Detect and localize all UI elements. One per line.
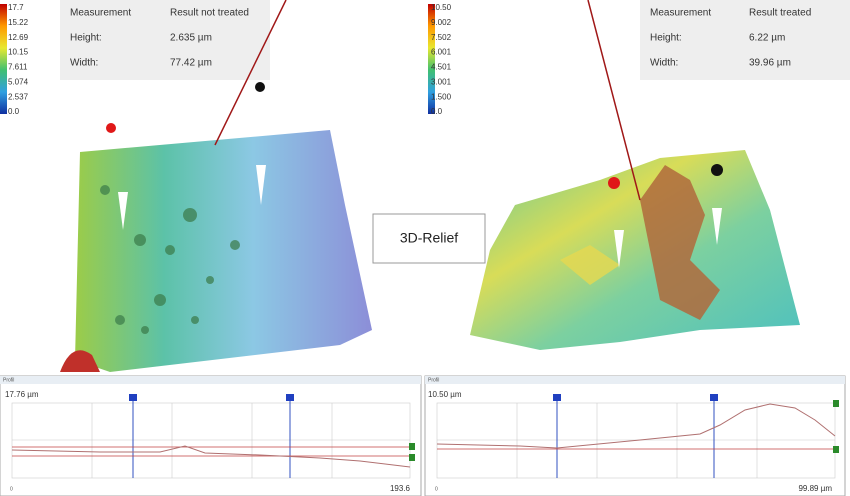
relief-texture [560,245,620,285]
cursor-handle [409,454,415,461]
arrow [256,165,266,205]
relief-peak [640,165,720,320]
table-header: Result treated [749,8,811,19]
relief-texture [100,185,240,334]
scale-label: 17.7 [8,3,24,12]
cursor-handle [833,400,839,407]
profile-xmin: 0 [435,486,438,492]
table-cell: 6.22 µm [749,33,785,44]
marker [711,164,723,176]
table-cell: 2.635 µm [170,33,212,44]
table-header: Measurement [70,8,131,19]
relief-peak [60,350,100,372]
cursor-handle [286,394,294,401]
arrow [614,230,624,268]
scale-label: 7.611 [8,63,28,72]
table-cell: Width: [650,58,678,69]
label-box [372,213,486,264]
scale-label: 3.001 [431,77,452,86]
panel-bar [425,376,845,384]
table-header: Measurement [650,8,711,19]
scale-label: 4.501 [431,63,452,72]
marker [255,82,265,92]
cursor-handle [409,443,415,450]
marker [608,177,620,189]
panel-bar [0,376,421,384]
arrow [118,192,128,230]
scale-label: 6.001 [431,48,452,57]
profile-grid [11,402,411,479]
cursor-handle [129,394,137,401]
scale-label: 5.074 [8,77,29,86]
pointer-line [587,0,641,201]
profile-xmin: 0 [10,486,13,492]
relief-surface [75,130,372,372]
table-cell: 39.96 µm [749,58,791,69]
scale-label: 12.69 [8,33,29,42]
center-label: 3D-Relief [400,230,458,246]
marker [106,123,116,133]
panel-title: Profil [428,377,439,383]
table-header: Result not treated [170,8,249,19]
cursor-handle [710,394,718,401]
scale-label: 0.0 [8,107,20,116]
cursor-handle [833,446,839,453]
result-table [640,0,850,80]
scale-label: 10.15 [8,48,29,57]
table-cell: Width: [70,58,98,69]
panel-title: Profil [3,377,14,383]
profile-ymax: 17.76 µm [5,390,39,399]
scale-label: 9.002 [431,18,452,27]
table-cell: Height: [70,33,102,44]
relief-surface [470,150,800,350]
color-bar [0,4,7,114]
profile-xmax: 193.6 [390,484,411,493]
profile-xmax: 99.89 µm [798,484,832,493]
color-scale: 17.7 15.22 12.69 10.15 7.611 5.074 2.537 0.0 [8,3,29,116]
scale-label: 15.22 [8,18,29,27]
scale-label: 0.0 [431,107,443,116]
result-table [60,0,270,80]
color-bar [428,4,435,114]
profile-line [11,445,411,468]
table-cell: Height: [650,33,682,44]
scale-label: 1.500 [431,92,452,101]
scale-label: 2.537 [8,92,29,101]
cursor-handle [553,394,561,401]
table-cell: 77.42 µm [170,58,212,69]
arrow [712,208,722,245]
color-scale: 10.50 9.002 7.502 6.001 4.501 3.001 1.500 0.0 [431,3,452,116]
profile-line [436,403,836,449]
profile-ymax: 10.50 µm [428,390,462,399]
scale-label: 10.50 [431,3,452,12]
scale-label: 7.502 [431,33,452,42]
pointer-line [214,0,287,146]
